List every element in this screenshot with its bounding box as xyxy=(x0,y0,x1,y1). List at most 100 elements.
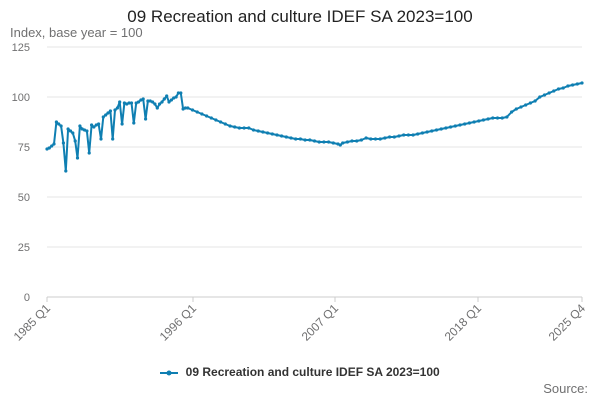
data-point xyxy=(331,141,335,145)
data-point xyxy=(141,97,145,101)
data-point xyxy=(481,118,485,122)
data-point xyxy=(195,110,199,114)
data-point xyxy=(289,136,293,140)
data-point xyxy=(355,139,359,143)
data-point xyxy=(514,107,518,111)
data-point xyxy=(179,91,183,95)
data-point xyxy=(416,132,420,136)
legend-label: 09 Recreation and culture IDEF SA 2023=1… xyxy=(185,365,440,379)
data-point xyxy=(223,122,227,126)
data-point xyxy=(82,128,87,132)
data-point xyxy=(477,119,481,123)
data-point xyxy=(533,99,537,103)
data-point xyxy=(73,139,77,143)
y-axis-label: Index, base year = 100 xyxy=(10,25,143,40)
data-point xyxy=(66,127,70,131)
data-point xyxy=(144,117,148,121)
data-point xyxy=(322,140,326,144)
data-point xyxy=(92,125,96,129)
data-point xyxy=(50,144,54,148)
data-point xyxy=(57,122,61,126)
data-point xyxy=(350,139,354,143)
data-point xyxy=(528,101,533,105)
data-point xyxy=(47,146,51,150)
data-point xyxy=(99,137,103,141)
data-point xyxy=(228,124,232,128)
y-tick-label: 0 xyxy=(24,292,30,304)
data-point xyxy=(341,141,345,145)
data-point xyxy=(411,133,415,137)
data-point xyxy=(359,138,363,142)
data-point xyxy=(580,81,584,85)
data-point xyxy=(108,109,112,113)
data-point xyxy=(52,142,56,146)
data-point xyxy=(59,124,63,128)
data-point xyxy=(486,117,490,121)
data-point xyxy=(90,123,94,127)
data-point xyxy=(155,106,159,110)
data-point xyxy=(303,138,307,142)
data-point xyxy=(566,84,570,88)
data-point xyxy=(373,137,378,141)
data-point xyxy=(158,102,162,106)
data-point xyxy=(237,126,241,130)
data-point xyxy=(205,114,209,118)
data-point xyxy=(190,108,195,112)
data-point xyxy=(392,135,396,139)
data-point xyxy=(176,91,180,95)
data-point xyxy=(275,133,279,137)
data-point xyxy=(174,95,178,99)
x-tick-label: 1996 Q1 xyxy=(157,301,200,344)
data-point xyxy=(575,82,579,86)
data-point xyxy=(71,131,75,135)
data-point xyxy=(378,137,382,141)
data-point xyxy=(266,131,270,135)
data-point xyxy=(505,115,509,119)
data-point xyxy=(169,98,173,102)
data-point xyxy=(162,97,166,101)
x-tick-label: 1985 Q1 xyxy=(11,301,54,344)
data-point xyxy=(61,141,65,145)
data-point xyxy=(101,115,105,119)
chart-title: 09 Recreation and culture IDEF SA 2023=1… xyxy=(127,7,473,26)
data-point xyxy=(132,121,136,125)
data-point xyxy=(209,116,213,120)
data-point xyxy=(317,140,321,144)
data-point xyxy=(312,139,317,143)
data-point xyxy=(338,143,342,147)
data-point xyxy=(298,137,302,141)
data-point xyxy=(327,140,331,144)
data-point xyxy=(75,156,80,160)
legend[interactable]: 09 Recreation and culture IDEF SA 2023=1… xyxy=(0,365,600,379)
data-point xyxy=(183,106,187,110)
data-point xyxy=(256,129,260,133)
source-label: Source: xyxy=(543,381,588,396)
data-point xyxy=(113,108,117,112)
data-point xyxy=(430,129,434,133)
data-point xyxy=(369,137,373,141)
data-point xyxy=(261,130,265,134)
x-tick-label: 2018 Q1 xyxy=(442,301,485,344)
data-point xyxy=(463,122,467,126)
data-point xyxy=(345,140,349,144)
x-tick-label: 2007 Q1 xyxy=(299,301,342,344)
data-point xyxy=(129,101,134,105)
data-point xyxy=(78,124,82,128)
data-point xyxy=(425,130,429,134)
data-point xyxy=(547,91,551,95)
data-point xyxy=(122,101,126,105)
data-point xyxy=(106,111,110,115)
data-point xyxy=(444,126,448,130)
data-point xyxy=(500,116,504,120)
data-point xyxy=(104,113,108,117)
data-point xyxy=(439,127,443,131)
data-point xyxy=(519,105,523,109)
data-point xyxy=(219,120,223,124)
data-point xyxy=(111,137,115,141)
data-point xyxy=(136,100,141,104)
data-point xyxy=(542,93,547,97)
data-point xyxy=(388,135,392,139)
series-line xyxy=(46,82,583,172)
data-point xyxy=(247,126,251,130)
